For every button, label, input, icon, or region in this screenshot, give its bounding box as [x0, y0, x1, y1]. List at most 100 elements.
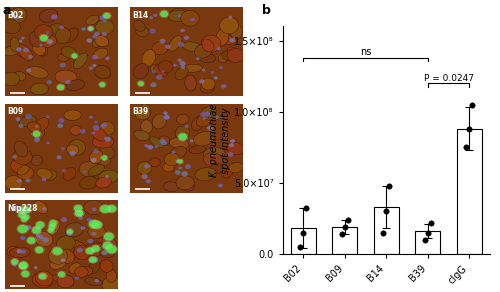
Circle shape [21, 250, 26, 254]
Ellipse shape [4, 46, 19, 56]
Circle shape [86, 218, 92, 222]
Ellipse shape [66, 145, 79, 155]
Circle shape [32, 131, 40, 137]
Circle shape [28, 237, 36, 244]
Circle shape [22, 214, 30, 220]
Circle shape [92, 55, 98, 60]
Circle shape [164, 115, 170, 120]
Ellipse shape [100, 260, 113, 272]
Bar [374, 207, 398, 254]
Circle shape [100, 205, 110, 213]
Point [302, 206, 310, 211]
Ellipse shape [134, 64, 148, 79]
Ellipse shape [50, 24, 64, 34]
Circle shape [92, 258, 98, 263]
Circle shape [100, 123, 107, 128]
Ellipse shape [150, 64, 164, 74]
Circle shape [18, 124, 24, 128]
Ellipse shape [198, 53, 216, 63]
Ellipse shape [89, 260, 100, 274]
Circle shape [106, 57, 110, 60]
Circle shape [49, 224, 56, 229]
Ellipse shape [227, 48, 244, 62]
Ellipse shape [189, 146, 206, 154]
Circle shape [184, 36, 189, 40]
Ellipse shape [34, 25, 53, 39]
Ellipse shape [194, 44, 212, 58]
Ellipse shape [169, 146, 186, 160]
Ellipse shape [80, 177, 98, 189]
Ellipse shape [87, 243, 106, 256]
Circle shape [12, 155, 16, 159]
Y-axis label: K. pneumoniae
spot intensity: K. pneumoniae spot intensity [210, 103, 231, 177]
Circle shape [36, 247, 44, 253]
Ellipse shape [172, 8, 190, 19]
Ellipse shape [202, 39, 214, 52]
Ellipse shape [184, 64, 203, 72]
Ellipse shape [14, 72, 26, 81]
Circle shape [219, 66, 223, 69]
Circle shape [91, 158, 96, 162]
Circle shape [42, 207, 46, 211]
Circle shape [38, 235, 44, 239]
Ellipse shape [8, 8, 27, 24]
Ellipse shape [58, 54, 70, 62]
Circle shape [26, 225, 32, 230]
Point [341, 225, 349, 229]
Circle shape [196, 57, 200, 60]
Circle shape [160, 39, 166, 44]
Ellipse shape [69, 140, 86, 155]
Circle shape [80, 226, 85, 230]
Circle shape [190, 18, 195, 22]
Ellipse shape [95, 36, 108, 47]
Circle shape [65, 80, 70, 84]
Circle shape [86, 248, 94, 254]
Circle shape [92, 246, 100, 252]
Ellipse shape [64, 28, 78, 42]
Ellipse shape [61, 46, 77, 58]
Ellipse shape [96, 20, 114, 34]
Ellipse shape [32, 124, 44, 141]
Circle shape [47, 80, 52, 84]
Circle shape [86, 38, 92, 43]
Circle shape [72, 54, 78, 58]
Circle shape [19, 263, 28, 270]
Circle shape [102, 156, 107, 160]
Ellipse shape [134, 130, 150, 140]
Circle shape [88, 239, 94, 244]
Ellipse shape [96, 128, 112, 139]
Ellipse shape [204, 152, 223, 167]
Circle shape [70, 151, 76, 156]
Ellipse shape [168, 10, 188, 22]
Ellipse shape [2, 19, 21, 34]
Circle shape [26, 68, 32, 73]
Text: B09: B09 [7, 107, 24, 116]
Circle shape [178, 42, 184, 47]
Circle shape [26, 178, 30, 182]
Circle shape [92, 232, 96, 236]
Ellipse shape [219, 36, 238, 45]
Circle shape [228, 152, 234, 157]
Circle shape [14, 205, 20, 209]
Circle shape [214, 77, 218, 80]
Circle shape [106, 245, 117, 253]
Ellipse shape [226, 142, 244, 155]
Ellipse shape [39, 35, 57, 47]
Ellipse shape [216, 28, 229, 46]
Text: B39: B39 [132, 107, 148, 116]
Circle shape [93, 149, 98, 153]
Ellipse shape [202, 35, 221, 52]
Ellipse shape [192, 117, 204, 131]
Ellipse shape [44, 170, 57, 181]
Circle shape [107, 205, 116, 212]
Ellipse shape [10, 37, 20, 52]
Circle shape [202, 117, 206, 120]
Text: B02: B02 [7, 11, 24, 20]
Point [380, 230, 388, 235]
Ellipse shape [35, 44, 48, 56]
Circle shape [60, 63, 66, 67]
Ellipse shape [50, 258, 66, 269]
Circle shape [19, 40, 22, 43]
Circle shape [221, 84, 226, 88]
Point [385, 183, 393, 188]
